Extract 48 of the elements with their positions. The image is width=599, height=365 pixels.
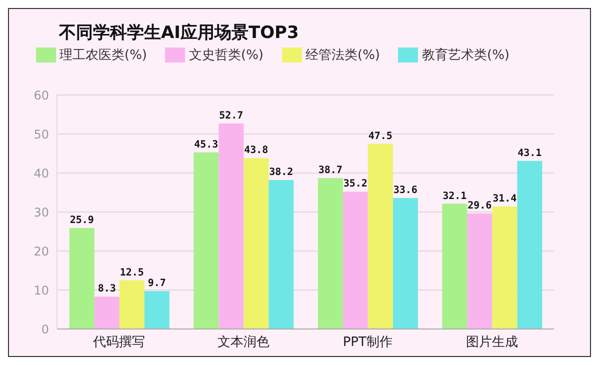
x-tick-label: 代码撰写 (92, 335, 146, 350)
y-tick-label: 60 (34, 88, 49, 102)
legend-label: 文史哲类(%) (189, 48, 264, 63)
data-label: 43.8 (244, 145, 268, 156)
y-tick-label: 20 (34, 244, 49, 258)
chart-title: 不同学科学生AI应用场景TOP3 (59, 22, 299, 44)
legend-label: 教育艺术类(%) (422, 48, 510, 63)
legend-label: 经管法类(%) (306, 48, 380, 63)
y-tick-label: 10 (34, 283, 49, 298)
data-label: 25.9 (70, 214, 94, 226)
bar (218, 123, 244, 329)
legend-label: 理工农医类(%) (60, 48, 147, 63)
bar (244, 158, 269, 329)
bar (342, 192, 368, 329)
bar (392, 198, 418, 329)
data-label: 33.6 (393, 184, 418, 196)
data-label: 12.5 (120, 267, 144, 278)
bar (442, 204, 468, 329)
y-tick-label: 30 (34, 205, 49, 220)
bar (517, 160, 542, 329)
bar (94, 296, 120, 329)
data-label: 9.7 (148, 278, 166, 290)
x-tick-label: PPT制作 (342, 335, 392, 350)
bar (119, 280, 144, 329)
bar (492, 206, 518, 329)
data-label: 31.4 (492, 194, 517, 205)
data-label: 45.3 (194, 139, 218, 150)
data-label: 38.7 (318, 165, 342, 176)
data-label: 43.1 (518, 148, 542, 159)
data-label: 47.5 (368, 130, 392, 142)
x-tick-label: 图片生成 (466, 335, 518, 350)
data-label: 52.7 (219, 110, 244, 122)
bar (268, 180, 294, 329)
y-tick-label: 0 (41, 322, 49, 336)
bar (318, 178, 343, 329)
bar (368, 144, 393, 329)
data-label: 29.6 (468, 200, 492, 212)
bar (467, 214, 492, 329)
bar (69, 228, 94, 329)
data-label: 38.2 (269, 167, 294, 178)
data-label: 35.2 (343, 178, 368, 190)
bar (194, 152, 219, 329)
data-label: 32.1 (442, 190, 467, 202)
bar (144, 291, 170, 329)
x-tick-label: 文本润色 (217, 335, 270, 350)
data-label: 8.3 (98, 284, 116, 295)
y-tick-label: 50 (34, 127, 49, 142)
y-tick-label: 40 (34, 166, 49, 180)
